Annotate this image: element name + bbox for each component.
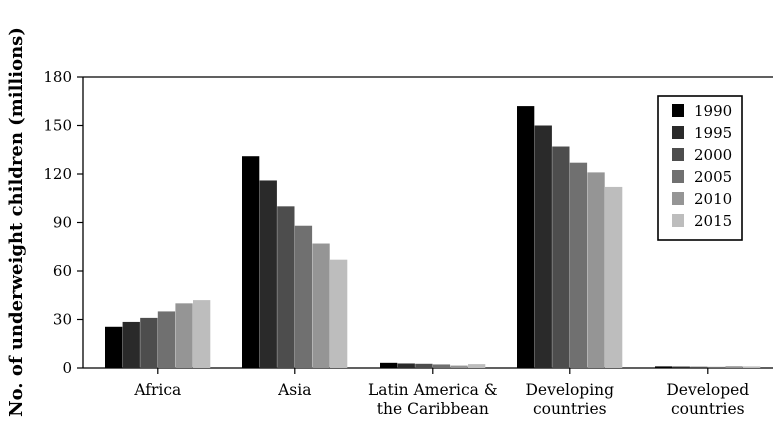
x-category-label: Developing [525, 381, 614, 399]
x-category-label: countries [671, 400, 745, 418]
bar [175, 303, 193, 368]
bar [534, 125, 552, 368]
y-tick-label: 90 [53, 214, 72, 232]
legend-swatch [672, 170, 684, 183]
y-tick-label: 60 [53, 262, 72, 280]
bar [330, 259, 348, 368]
bar [605, 186, 623, 368]
bar [725, 366, 743, 368]
legend-label: 2005 [694, 168, 732, 186]
bar [259, 180, 277, 368]
legend-label: 1990 [694, 102, 732, 120]
legend-label: 2000 [694, 146, 732, 164]
bar [517, 106, 535, 368]
bar [312, 243, 330, 368]
bar [552, 146, 570, 368]
x-category-label: the Caribbean [377, 400, 489, 418]
y-tick-label: 0 [62, 359, 72, 377]
bar [277, 206, 295, 368]
bar [690, 366, 708, 368]
legend-swatch [672, 192, 684, 205]
bar [587, 172, 605, 368]
bar [294, 225, 313, 368]
y-tick-label: 180 [43, 68, 72, 86]
legend-label: 2015 [694, 212, 732, 230]
bar [655, 366, 673, 368]
legend-label: 2010 [694, 190, 732, 208]
legend-swatch [672, 104, 684, 117]
legend-swatch [672, 148, 684, 161]
x-category-label: Africa [133, 381, 181, 399]
bar [397, 363, 415, 368]
bar [122, 321, 140, 368]
legend-label: 1995 [694, 124, 732, 142]
plot-area: 0 30 60 90 120 150 180 Africa Asia Latin America … [43, 68, 773, 418]
y-axis-title: No. of underweight children (millions) [6, 27, 27, 417]
y-tick-label: 150 [43, 117, 72, 135]
bar [569, 162, 588, 368]
bar [193, 300, 211, 368]
y-tick-label: 30 [53, 311, 72, 329]
bar [468, 364, 486, 368]
bar [415, 363, 433, 368]
x-category-label: Developed [666, 381, 749, 399]
x-category-label: Latin America & [368, 381, 498, 399]
x-category-label: Asia [277, 381, 311, 399]
x-category-label: countries [533, 400, 607, 418]
y-tick-label: 120 [43, 165, 72, 183]
bar [672, 366, 690, 368]
bar [105, 326, 123, 368]
bar [707, 366, 726, 368]
bar [380, 362, 398, 368]
bar [743, 366, 761, 368]
bar [157, 311, 176, 368]
bar [450, 365, 468, 368]
legend-swatch [672, 126, 684, 139]
bar [432, 364, 451, 368]
bar [242, 156, 260, 368]
bar [140, 317, 158, 368]
legend-swatch [672, 214, 684, 227]
